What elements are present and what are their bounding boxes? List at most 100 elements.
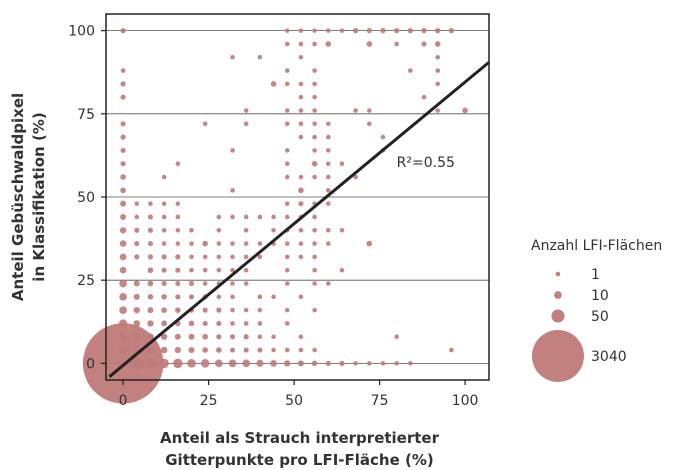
data-point	[242, 359, 251, 368]
data-point	[228, 359, 237, 368]
x-axis-title-line: Anteil als Strauch interpretierter	[160, 429, 440, 447]
data-point	[174, 346, 181, 354]
data-point	[284, 347, 290, 353]
x-tick-label: 25	[200, 393, 218, 409]
legend-label: 1	[591, 267, 600, 283]
data-point	[298, 41, 304, 47]
data-point	[284, 267, 290, 273]
data-point	[161, 280, 167, 287]
data-point	[160, 333, 168, 340]
data-point	[243, 307, 249, 313]
data-point	[407, 28, 413, 34]
data-point	[229, 334, 236, 340]
data-point	[161, 294, 167, 300]
data-point	[119, 240, 127, 247]
regression-line	[108, 61, 490, 378]
legend-label: 10	[591, 288, 609, 304]
data-point	[230, 214, 235, 220]
data-point	[353, 108, 358, 113]
data-point	[146, 346, 155, 354]
data-point	[367, 121, 372, 127]
data-point	[174, 333, 181, 340]
data-point	[408, 361, 413, 366]
data-point	[230, 307, 235, 313]
data-point	[133, 293, 140, 300]
y-tick-label: 75	[77, 107, 95, 123]
data-point	[120, 81, 126, 87]
data-point	[449, 347, 454, 353]
data-point	[394, 334, 399, 340]
axis-titles: Anteil als Strauch interpretierter Gitter…	[9, 93, 440, 469]
data-point	[312, 241, 317, 246]
data-point	[147, 254, 154, 260]
data-point	[284, 254, 290, 260]
data-point	[216, 227, 222, 233]
data-point	[312, 267, 317, 273]
data-point	[339, 227, 345, 233]
data-point	[175, 214, 181, 220]
data-point	[215, 359, 223, 368]
data-point	[202, 333, 208, 340]
data-point	[189, 267, 194, 273]
data-point	[216, 347, 222, 353]
data-point	[243, 121, 249, 127]
data-point	[161, 241, 167, 246]
data-point	[119, 279, 127, 288]
data-point	[380, 361, 386, 366]
data-point	[271, 214, 276, 220]
data-point	[243, 254, 249, 260]
data-point	[435, 54, 441, 60]
data-point	[216, 307, 222, 313]
data-point	[230, 294, 235, 300]
data-point	[284, 148, 290, 153]
data-point	[270, 360, 277, 367]
data-point	[298, 334, 304, 340]
data-point	[284, 241, 290, 246]
data-point	[339, 267, 345, 273]
data-point	[147, 280, 154, 287]
data-point	[325, 174, 331, 180]
data-point	[298, 254, 304, 260]
data-point	[134, 227, 140, 233]
data-point	[173, 358, 183, 369]
x-axis-title-line: Gitterpunkte pro LFI-Fläche (%)	[165, 451, 434, 469]
y-tick-label: 100	[68, 24, 95, 40]
data-point	[147, 267, 154, 274]
data-point	[175, 280, 181, 287]
data-point	[120, 174, 126, 180]
data-point	[394, 361, 399, 366]
data-point	[216, 267, 222, 273]
data-point	[257, 321, 263, 326]
data-point	[408, 68, 413, 73]
data-point	[119, 266, 127, 274]
legend-marker	[551, 309, 565, 323]
data-point	[118, 345, 128, 355]
data-point	[230, 281, 235, 286]
y-axis-title-line: Anteil Gebüschwaldpixel	[9, 93, 27, 301]
data-point	[202, 347, 208, 353]
data-point	[243, 334, 249, 340]
data-point	[202, 121, 208, 127]
data-point	[298, 294, 304, 300]
data-point	[367, 361, 372, 366]
data-point	[257, 241, 263, 246]
data-point	[312, 68, 317, 73]
data-point	[147, 294, 154, 300]
data-point	[145, 357, 156, 369]
data-point	[435, 28, 441, 34]
data-point	[257, 294, 263, 300]
data-point	[434, 41, 441, 47]
data-point	[175, 227, 181, 233]
data-point	[202, 254, 208, 260]
data-point	[230, 254, 235, 260]
legend-marker	[532, 330, 584, 382]
data-point	[298, 241, 304, 246]
x-tick-label: 100	[452, 393, 479, 409]
data-point	[312, 28, 317, 33]
data-point	[298, 121, 304, 127]
data-point	[366, 41, 373, 47]
data-point	[134, 201, 140, 206]
data-point	[284, 281, 290, 286]
data-point	[216, 320, 222, 327]
